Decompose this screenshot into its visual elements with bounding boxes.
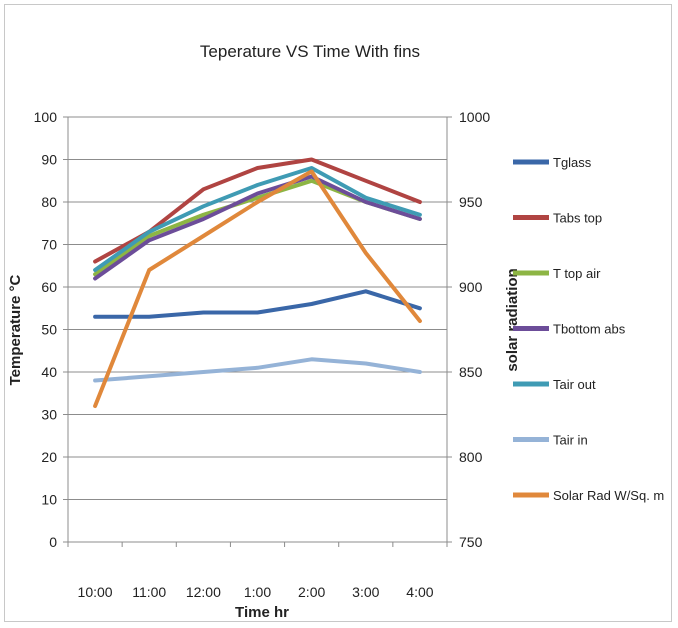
data-point xyxy=(418,319,422,323)
legend-item: Tbottom abs xyxy=(513,322,626,337)
data-point xyxy=(364,200,368,204)
data-point xyxy=(201,217,205,221)
legend-label: Solar Rad W/Sq. m xyxy=(553,488,664,503)
legend-label: Tglass xyxy=(553,155,592,170)
data-point xyxy=(201,204,205,208)
x-tick-label: 4:00 xyxy=(406,584,433,600)
data-point xyxy=(147,238,151,242)
data-point xyxy=(201,213,205,217)
legend-item: T top air xyxy=(513,266,601,281)
y-tick-label: 30 xyxy=(41,407,57,423)
chart-title: Teperature VS Time With fins xyxy=(200,42,420,61)
legend-label: Tair in xyxy=(553,433,588,448)
data-point xyxy=(364,362,368,365)
data-point xyxy=(256,311,259,314)
legend-item: Solar Rad W/Sq. m xyxy=(513,488,664,503)
data-point xyxy=(418,370,422,374)
legend-item: Tair in xyxy=(513,433,588,448)
y2-tick-label: 750 xyxy=(459,534,483,550)
data-point xyxy=(201,187,205,191)
y-tick-label: 100 xyxy=(34,109,58,125)
data-point xyxy=(147,315,151,319)
data-point xyxy=(256,196,259,200)
y-tick-label: 20 xyxy=(41,449,57,465)
y2-tick-label: 1000 xyxy=(459,109,490,125)
data-point xyxy=(93,315,97,319)
legend-label: Tabs top xyxy=(553,211,602,226)
x-axis-ticks: 10:00 11:00 12:00 1:00 2:00 3:00 4:00 xyxy=(67,542,448,600)
data-point xyxy=(147,374,151,378)
y2-tick-label: 800 xyxy=(459,449,483,465)
legend-label: Tair out xyxy=(553,377,596,392)
y2-axis-ticks: 750 800 850 900 950 1000 xyxy=(447,109,490,550)
series-line-tair-in xyxy=(93,357,422,383)
data-point xyxy=(147,234,151,238)
chart-frame: Teperature VS Time With fins 0 10 20 30 40 50… xyxy=(4,4,672,622)
x-tick-label: 11:00 xyxy=(132,584,166,600)
y-tick-label: 50 xyxy=(41,322,57,338)
data-point xyxy=(418,213,422,217)
data-point xyxy=(147,268,151,272)
data-point xyxy=(364,196,368,200)
data-point xyxy=(256,166,259,170)
x-tick-label: 1:00 xyxy=(244,584,271,600)
data-point xyxy=(201,311,205,314)
x-tick-label: 12:00 xyxy=(186,584,221,600)
data-point xyxy=(93,277,97,280)
y2-axis-title: solar radiation xyxy=(504,268,521,371)
data-point xyxy=(310,169,314,173)
y2-tick-label: 900 xyxy=(459,279,483,295)
data-point xyxy=(256,192,259,195)
data-point xyxy=(256,183,259,187)
data-point xyxy=(310,357,314,361)
data-point xyxy=(201,370,205,374)
data-point xyxy=(310,166,314,170)
legend: Tglass Tabs top T top air Tbottom abs Tair o… xyxy=(513,155,664,503)
data-point xyxy=(256,366,259,370)
data-point xyxy=(418,306,422,310)
data-point xyxy=(201,234,205,238)
data-point xyxy=(364,251,368,255)
legend-item: Tabs top xyxy=(513,211,602,226)
data-point xyxy=(93,268,97,272)
y-tick-label: 40 xyxy=(41,364,57,380)
y-axis-title: Temperature °C xyxy=(7,274,24,385)
data-point xyxy=(256,200,259,204)
y-axis-ticks: 0 10 20 30 40 50 60 70 80 90 100 xyxy=(34,109,68,550)
y-tick-label: 90 xyxy=(41,152,57,168)
gridlines xyxy=(68,116,447,500)
series-line-tbottom-abs xyxy=(93,174,422,281)
y-tick-label: 10 xyxy=(41,492,57,508)
data-point xyxy=(93,379,97,382)
x-tick-label: 2:00 xyxy=(298,584,325,600)
legend-label: Tbottom abs xyxy=(553,322,626,337)
data-point xyxy=(364,289,368,293)
series-line-solar-rad-w-sq-m xyxy=(93,169,422,408)
data-point xyxy=(310,158,314,161)
data-point xyxy=(93,260,97,263)
legend-item: Tglass xyxy=(513,155,592,170)
y-tick-label: 60 xyxy=(41,279,57,295)
data-point xyxy=(364,179,368,183)
data-point xyxy=(310,179,314,183)
legend-label: T top air xyxy=(553,266,601,281)
y-tick-label: 70 xyxy=(41,237,57,253)
data-point xyxy=(93,404,97,408)
x-axis-title: Time hr xyxy=(235,604,289,621)
series-lines xyxy=(93,157,422,408)
y2-tick-label: 850 xyxy=(459,364,483,380)
chart-svg: Teperature VS Time With fins 0 10 20 30 40 50… xyxy=(7,42,664,621)
y-tick-label: 80 xyxy=(41,194,57,210)
data-point xyxy=(418,200,422,204)
x-tick-label: 10:00 xyxy=(78,584,113,600)
legend-item: Tair out xyxy=(513,377,596,392)
y2-tick-label: 950 xyxy=(459,194,483,210)
data-point xyxy=(418,217,422,221)
data-point xyxy=(93,272,97,276)
x-tick-label: 3:00 xyxy=(352,584,379,600)
data-point xyxy=(147,230,151,234)
data-point xyxy=(310,302,314,306)
y-tick-label: 0 xyxy=(49,534,57,550)
